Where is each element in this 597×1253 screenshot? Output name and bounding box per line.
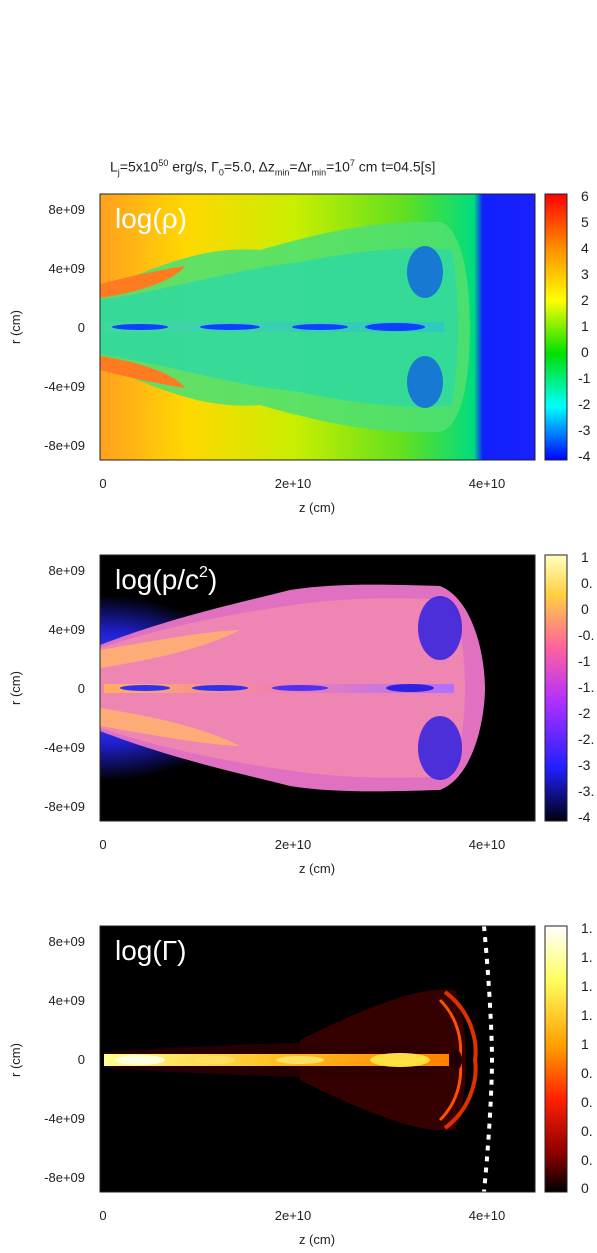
pressure-cbar-tick: 0. <box>581 575 593 591</box>
pressure-cbar-tick: 0 <box>581 601 589 617</box>
density-cbar-tick: 4 <box>581 240 589 256</box>
pressure-heatmap <box>100 555 535 821</box>
pressure-y-ticks: 8e+09 4e+09 0 -4e+09 -8e+09 <box>44 563 85 814</box>
lorentz-heatmap <box>100 926 535 1192</box>
density-x-tick: 4e+10 <box>469 476 506 491</box>
lorentz-cbar-tick: 0. <box>581 1123 593 1139</box>
lorentz-y-tick: 4e+09 <box>48 993 85 1008</box>
pressure-y-tick: 4e+09 <box>48 622 85 637</box>
pressure-ylabel: r (cm) <box>8 671 23 705</box>
lorentz-cbar-tick: 1. <box>581 920 593 936</box>
density-x-tick: 2e+10 <box>275 476 312 491</box>
pressure-x-ticks: 0 2e+10 4e+10 <box>99 837 505 852</box>
density-y-tick: -8e+09 <box>44 438 85 453</box>
density-y-ticks: 8e+09 4e+09 0 -4e+09 -8e+09 <box>44 202 85 453</box>
pressure-y-tick: 8e+09 <box>48 563 85 578</box>
pressure-cbar-tick: -3 <box>578 757 591 773</box>
density-cbar-tick: 6 <box>581 188 589 204</box>
lorentz-colorbar <box>544 925 568 1193</box>
lorentz-cbar-tick: 0. <box>581 1065 593 1081</box>
density-cbar-tick: 3 <box>581 266 589 282</box>
density-heatmap <box>100 194 535 460</box>
density-y-tick: 4e+09 <box>48 261 85 276</box>
pressure-x-tick: 0 <box>99 837 106 852</box>
pressure-cbar-tick: -2. <box>578 731 594 747</box>
pressure-y-tick: -8e+09 <box>44 799 85 814</box>
lorentz-y-tick: 8e+09 <box>48 934 85 949</box>
density-colorbar-ticks: 6 5 4 3 2 1 0 -1 -2 -3 -4 <box>578 188 591 464</box>
panel-lorentz: log(Γ) 8e+09 4e+09 0 -4e+09 -8e+09 0 2e+… <box>8 920 593 1247</box>
density-x-tick: 0 <box>99 476 106 491</box>
density-cbar-tick: -1 <box>578 370 591 386</box>
pressure-cbar-tick: -3. <box>578 783 594 799</box>
figure-title: Lj=5x1050 erg/s, Γ0=5.0, Δzmin=Δrmin=107… <box>110 158 436 178</box>
density-panel-label: log(ρ) <box>115 203 187 234</box>
density-cbar-tick: 5 <box>581 214 589 230</box>
density-cbar-tick: -3 <box>578 422 591 438</box>
pressure-panel-label: log(p/c2) <box>115 564 217 595</box>
pressure-colorbar-ticks: 1 0. 0 -0. -1 -1. -2 -2. -3 -3. -4 <box>578 549 594 825</box>
lorentz-y-ticks: 8e+09 4e+09 0 -4e+09 -8e+09 <box>44 934 85 1185</box>
density-y-tick: 0 <box>78 320 85 335</box>
lorentz-cbar-tick: 0 <box>581 1180 589 1196</box>
lorentz-cbar-tick: 1. <box>581 1007 593 1023</box>
pressure-y-tick: -4e+09 <box>44 740 85 755</box>
lorentz-x-tick: 0 <box>99 1208 106 1223</box>
lorentz-x-tick: 2e+10 <box>275 1208 312 1223</box>
density-cbar-tick: -2 <box>578 396 591 412</box>
lorentz-x-tick: 4e+10 <box>469 1208 506 1223</box>
density-cbar-tick: 2 <box>581 292 589 308</box>
pressure-cbar-tick: -0. <box>578 627 594 643</box>
lorentz-cbar-tick: 1 <box>581 1036 589 1052</box>
density-y-tick: -4e+09 <box>44 379 85 394</box>
pressure-colorbar <box>544 554 568 822</box>
lorentz-y-tick: -8e+09 <box>44 1170 85 1185</box>
pressure-cbar-tick: -2 <box>578 705 591 721</box>
pressure-cbar-tick: -1. <box>578 679 594 695</box>
pressure-cbar-tick: 1 <box>581 549 589 565</box>
density-y-tick: 8e+09 <box>48 202 85 217</box>
density-cbar-tick: 1 <box>581 318 589 334</box>
lorentz-cbar-tick: 0. <box>581 1152 593 1168</box>
lorentz-panel-label: log(Γ) <box>115 935 186 966</box>
pressure-x-tick: 4e+10 <box>469 837 506 852</box>
density-x-ticks: 0 2e+10 4e+10 <box>99 476 505 491</box>
pressure-x-tick: 2e+10 <box>275 837 312 852</box>
density-cbar-tick: 0 <box>581 344 589 360</box>
density-ylabel: r (cm) <box>8 310 23 344</box>
density-xlabel: z (cm) <box>299 500 335 515</box>
density-colorbar <box>544 193 568 461</box>
pressure-cbar-tick: -1 <box>578 653 591 669</box>
lorentz-y-tick: 0 <box>78 1052 85 1067</box>
lorentz-cbar-tick: 1. <box>581 949 593 965</box>
pressure-xlabel: z (cm) <box>299 861 335 876</box>
lorentz-cbar-tick: 0. <box>581 1094 593 1110</box>
lorentz-colorbar-ticks: 1. 1. 1. 1. 1 0. 0. 0. 0. 0 <box>581 920 593 1196</box>
lorentz-cbar-tick: 1. <box>581 978 593 994</box>
lorentz-y-tick: -4e+09 <box>44 1111 85 1126</box>
panel-pressure: log(p/c2) 8e+09 4e+09 0 -4e+09 -8e+09 0 … <box>8 549 594 876</box>
density-cbar-tick: -4 <box>578 448 591 464</box>
panel-density: log(ρ) 8e+09 4e+09 0 -4e+09 -8e+09 0 2e+… <box>8 188 591 515</box>
lorentz-ylabel: r (cm) <box>8 1043 23 1077</box>
pressure-y-tick: 0 <box>78 681 85 696</box>
lorentz-x-ticks: 0 2e+10 4e+10 <box>99 1208 505 1223</box>
lorentz-xlabel: z (cm) <box>299 1232 335 1247</box>
pressure-cbar-tick: -4 <box>578 809 591 825</box>
